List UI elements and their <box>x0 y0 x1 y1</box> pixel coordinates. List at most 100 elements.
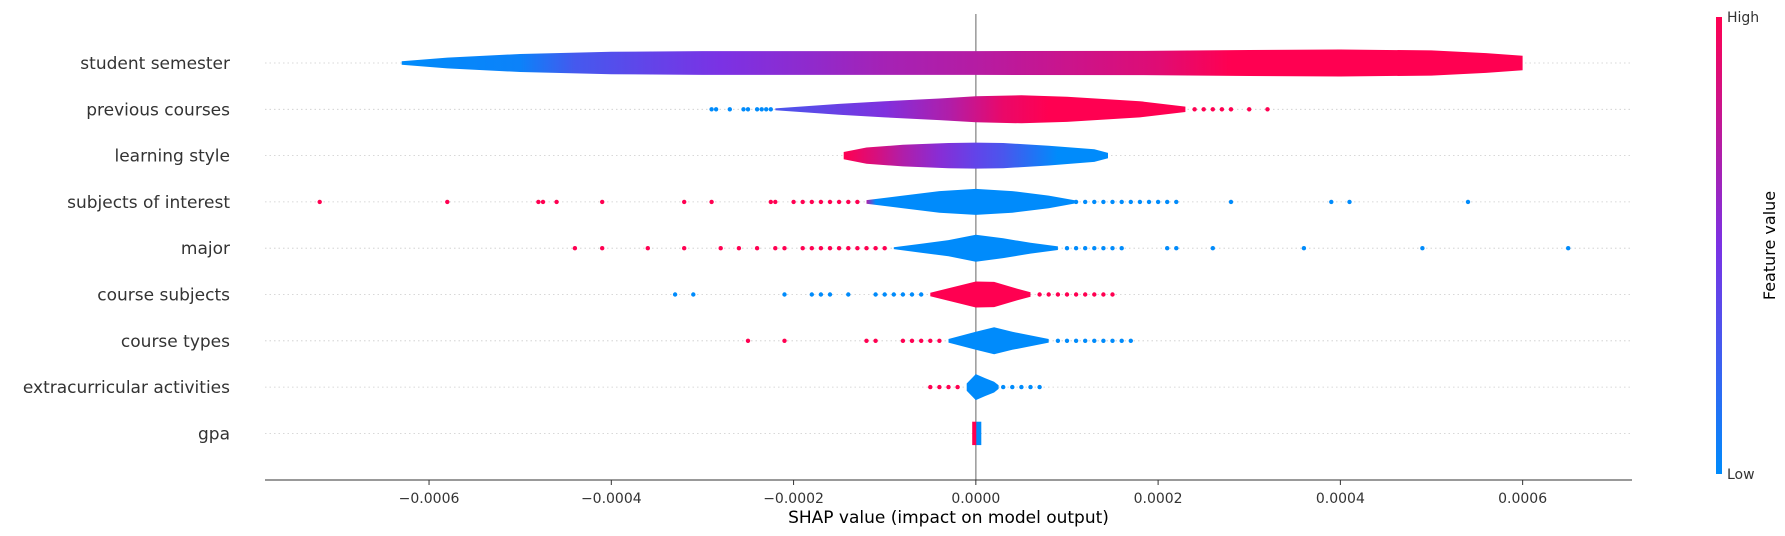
feature-label: previous courses <box>86 100 230 120</box>
outlier-point <box>882 246 887 251</box>
outlier-point <box>713 107 719 112</box>
outlier-point <box>782 292 787 297</box>
outlier-point <box>1329 199 1334 205</box>
outlier-point <box>768 199 773 205</box>
x-axis-title: SHAP value (impact on model output) <box>788 508 1109 528</box>
outlier-point <box>317 199 322 205</box>
outlier-point <box>1092 338 1097 343</box>
outlier-point <box>846 292 851 297</box>
outlier-point <box>1201 107 1206 112</box>
outlier-point <box>741 107 746 112</box>
outlier-point <box>1092 246 1097 251</box>
outlier-point <box>1083 246 1088 251</box>
outlier-point <box>1073 338 1079 343</box>
outlier-point <box>900 292 906 297</box>
outlier-point <box>1465 199 1471 205</box>
outlier-point <box>928 384 933 390</box>
outlier-point <box>791 199 796 205</box>
outlier-point <box>1165 199 1170 205</box>
outlier-point <box>782 246 787 251</box>
outlier-point <box>800 199 805 205</box>
x-tick-label: 0.0000 <box>951 491 1000 507</box>
outlier-point <box>1092 199 1097 205</box>
outlier-point <box>827 246 833 251</box>
violin-learning-style <box>843 142 1108 169</box>
outlier-point <box>809 199 814 205</box>
outlier-point <box>891 292 896 297</box>
outlier-point <box>1110 199 1115 205</box>
outlier-point <box>1247 107 1252 112</box>
outlier-point <box>882 292 887 297</box>
outlier-point <box>572 246 578 251</box>
outlier-point <box>1119 338 1124 343</box>
outlier-point <box>759 107 764 112</box>
outlier-point <box>836 199 842 205</box>
outlier-point <box>846 246 851 251</box>
outlier-point <box>1128 199 1134 205</box>
outlier-point <box>1174 246 1179 251</box>
colorbar-high-label: High <box>1727 10 1759 26</box>
outlier-point <box>818 246 824 251</box>
outlier-point <box>1146 199 1152 205</box>
colorbar: High Low Feature value <box>1716 10 1779 483</box>
outlier-point <box>919 292 924 297</box>
outlier-point <box>1165 246 1170 251</box>
outlier-point <box>873 292 878 297</box>
violin-gpa <box>972 421 982 446</box>
outlier-point <box>937 384 942 390</box>
outlier-point <box>909 292 915 297</box>
outlier-point <box>1019 384 1024 390</box>
outlier-point <box>1228 107 1234 112</box>
outlier-point <box>1128 338 1134 343</box>
outlier-point <box>1192 107 1197 112</box>
outlier-point <box>855 199 860 205</box>
feature-label: gpa <box>198 424 230 444</box>
outlier-point <box>900 338 906 343</box>
outlier-point <box>727 107 732 112</box>
outlier-point <box>1028 384 1033 390</box>
violin-course-types <box>948 327 1049 355</box>
outlier-point <box>846 199 851 205</box>
outlier-point <box>1110 338 1115 343</box>
outlier-point <box>1110 292 1115 297</box>
outlier-point <box>773 199 778 205</box>
feature-label: course subjects <box>97 286 230 306</box>
outlier-point <box>1101 292 1106 297</box>
outlier-point <box>600 246 605 251</box>
outlier-point <box>909 338 915 343</box>
outlier-point <box>827 199 833 205</box>
outlier-point <box>1265 107 1270 112</box>
outlier-point <box>864 338 869 343</box>
outlier-point <box>1064 292 1070 297</box>
feature-label: subjects of interest <box>67 193 230 213</box>
outlier-point <box>768 107 773 112</box>
x-tick-label: −0.0002 <box>763 491 824 507</box>
outlier-point <box>1101 338 1106 343</box>
outlier-point <box>1347 199 1352 205</box>
outlier-point <box>1228 199 1234 205</box>
outlier-point <box>745 338 751 343</box>
outlier-point <box>691 292 696 297</box>
outlier-point <box>855 246 860 251</box>
outlier-point <box>1055 338 1061 343</box>
outlier-point <box>1055 292 1061 297</box>
outlier-point <box>1137 199 1143 205</box>
colorbar-title: Feature value <box>1760 191 1779 300</box>
outlier-point <box>536 199 541 205</box>
outlier-point <box>1101 199 1106 205</box>
colorbar-low-label: Low <box>1727 467 1755 483</box>
outlier-point <box>1046 292 1051 297</box>
outlier-point <box>1174 199 1179 205</box>
violins <box>401 49 1523 446</box>
x-tick-label: 0.0004 <box>1316 491 1365 507</box>
outlier-point <box>1083 292 1088 297</box>
violin-extracurricular-activities <box>966 374 999 401</box>
outlier-point <box>1064 338 1070 343</box>
feature-label: learning style <box>114 147 230 167</box>
outlier-point <box>818 199 824 205</box>
outlier-point <box>1210 107 1216 112</box>
outlier-point <box>709 199 714 205</box>
outlier-point <box>946 384 951 390</box>
outlier-point <box>682 246 687 251</box>
